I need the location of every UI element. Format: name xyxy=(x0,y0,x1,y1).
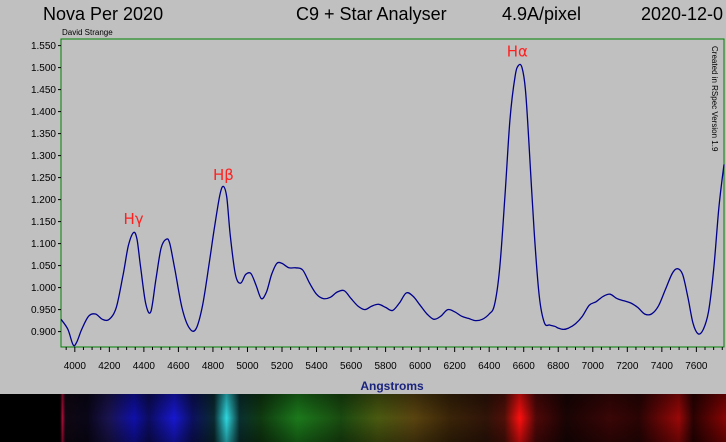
x-tick-label: 5000 xyxy=(236,361,259,372)
y-tick-label: 1.050 xyxy=(31,261,56,272)
line-label: Hα xyxy=(507,43,528,61)
x-tick-label: 7600 xyxy=(685,361,708,372)
y-tick-label: 1.350 xyxy=(31,129,56,140)
x-tick-label: 4600 xyxy=(167,361,190,372)
target-title: Nova Per 2020 xyxy=(43,4,164,24)
x-tick-label: 5400 xyxy=(305,361,328,372)
line-annotations: Hγ Hβ Hα xyxy=(123,43,528,228)
x-tick-label: 6800 xyxy=(547,361,570,372)
x-axis-title: Angstroms xyxy=(360,379,424,393)
spectrum-strip xyxy=(0,394,726,442)
y-tick-label: 1.100 xyxy=(31,239,56,250)
y-tick-label: 1.500 xyxy=(31,63,56,74)
x-tick-label: 6000 xyxy=(409,361,432,372)
x-tick-label: 7200 xyxy=(616,361,639,372)
software-credit: Created in RSpec Version 1.9 xyxy=(710,46,719,152)
x-tick-label: 7000 xyxy=(582,361,605,372)
spectrum-profile-chart: 0.900 0.950 1.000 1.050 1.100 1.150 1.200 1.250… xyxy=(31,28,725,393)
y-axis: 0.900 0.950 1.000 1.050 1.100 1.150 1.200 1.250… xyxy=(31,41,61,338)
dispersion-label: 4.9A/pixel xyxy=(502,4,582,24)
x-tick-label: 6200 xyxy=(444,361,467,372)
line-label: Hβ xyxy=(213,166,234,184)
series-line xyxy=(60,63,725,347)
x-tick-label: 6400 xyxy=(478,361,501,372)
date-label: 2020-12-0 xyxy=(641,4,724,24)
x-tick-label: 6600 xyxy=(513,361,536,372)
y-tick-label: 1.250 xyxy=(31,173,56,184)
x-tick-label: 4800 xyxy=(202,361,225,372)
y-tick-label: 1.400 xyxy=(31,107,56,118)
y-tick-label: 1.150 xyxy=(31,217,56,228)
x-axis: 4000 4200 4400 4600 4800 5000 5200 5400 5600 5800… xyxy=(64,347,723,372)
equipment-title: C9 + Star Analyser xyxy=(296,4,447,24)
y-tick-label: 1.000 xyxy=(31,283,56,294)
y-tick-label: 1.550 xyxy=(31,41,56,52)
x-tick-label: 7400 xyxy=(651,361,674,372)
x-tick-label: 4000 xyxy=(64,361,87,372)
y-tick-label: 1.200 xyxy=(31,195,56,206)
x-tick-label: 5600 xyxy=(340,361,363,372)
y-tick-label: 1.300 xyxy=(31,151,56,162)
x-tick-label: 4400 xyxy=(133,361,156,372)
observer-label: David Strange xyxy=(62,28,113,37)
x-tick-label: 4200 xyxy=(98,361,121,372)
x-tick-label: 5800 xyxy=(374,361,397,372)
line-label: Hγ xyxy=(123,210,143,228)
y-tick-label: 0.900 xyxy=(31,327,56,338)
x-tick-label: 5200 xyxy=(271,361,294,372)
y-tick-label: 1.450 xyxy=(31,85,56,96)
y-tick-label: 0.950 xyxy=(31,305,56,316)
